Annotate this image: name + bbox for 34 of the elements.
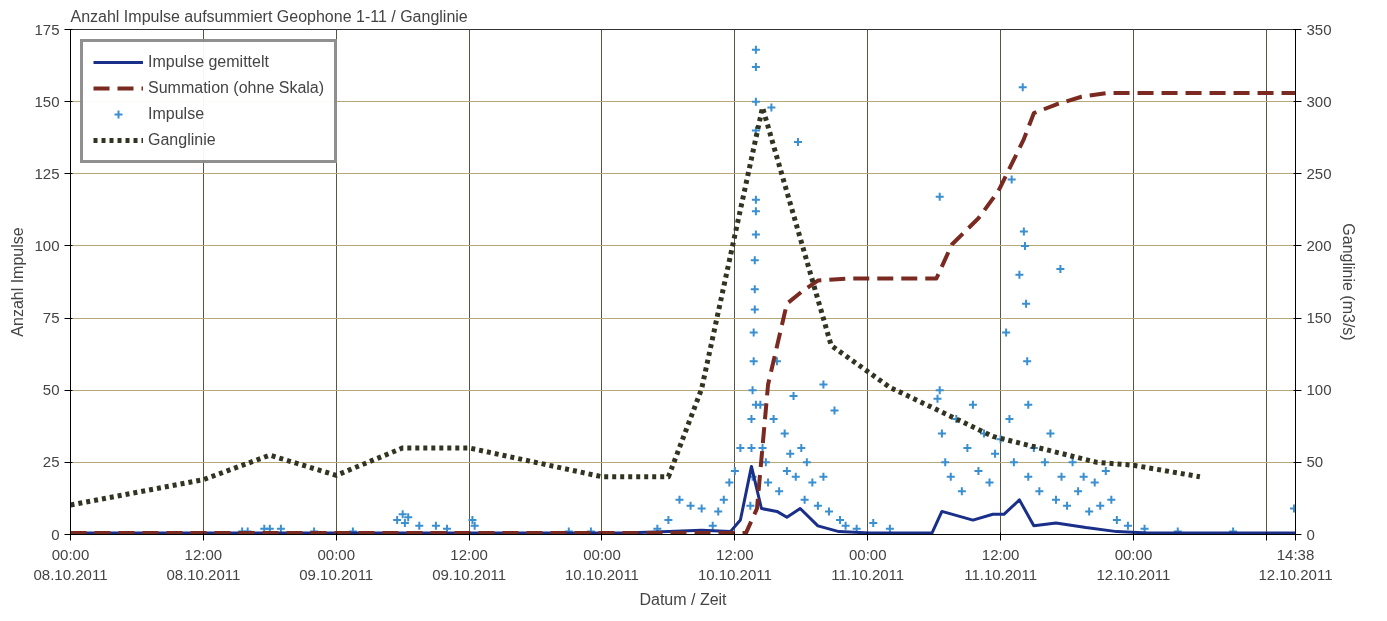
- x-tick-label: 00:00 10.10.2011: [565, 545, 639, 583]
- y-axis-title: Anzahl Impulse: [9, 227, 27, 337]
- y2-tick-label: 350: [1306, 20, 1332, 38]
- legend-label: Summation (ohne Skala): [148, 79, 325, 97]
- y-tick-label: 0: [51, 525, 60, 543]
- y-tick-label: 50: [42, 381, 60, 399]
- legend-label: Ganglinie: [148, 131, 216, 149]
- y-tick-label: 75: [42, 309, 60, 327]
- y2-tick-label: 250: [1306, 164, 1332, 182]
- y2-tick-label: 100: [1306, 381, 1332, 399]
- chart-title: Anzahl Impulse aufsummiert Geophone 1-11 / Ganglinie: [70, 7, 468, 25]
- x-tick-label: 12:00 09.10.2011: [432, 545, 507, 583]
- y2-tick-label: 300: [1306, 92, 1332, 110]
- x-tick-label: 14:38 12.10.2011: [1258, 545, 1333, 583]
- y-tick-label: 125: [34, 164, 60, 182]
- x-tick-label: 12:00 10.10.2011: [697, 545, 772, 583]
- legend-label: Impulse: [148, 105, 205, 123]
- x-axis-title: Datum / Zeit: [639, 590, 728, 608]
- x-tick-label: 00:00 08.10.2011: [33, 545, 108, 583]
- y-tick-label: 100: [34, 236, 60, 254]
- y-tick-label: 25: [42, 453, 60, 471]
- x-tick-label: 12:00 11.10.2011: [964, 545, 1038, 583]
- y2-tick-label: 0: [1306, 525, 1315, 543]
- y-tick-label: 175: [34, 20, 60, 38]
- x-tick-label: 00:00 09.10.2011: [299, 545, 374, 583]
- y2-tick-label: 50: [1306, 453, 1324, 471]
- y2-tick-label: 150: [1306, 309, 1332, 327]
- x-tick-label: 00:00 11.10.2011: [831, 545, 905, 583]
- y2-axis-title: Ganglinie (m3/s): [1339, 223, 1357, 341]
- legend-label: Impulse gemittelt: [148, 53, 269, 71]
- y-tick-label: 150: [34, 92, 60, 110]
- x-tick-label: 00:00 12.10.2011: [1096, 545, 1171, 583]
- x-tick-label: 12:00 08.10.2011: [166, 545, 241, 583]
- y2-tick-label: 200: [1306, 236, 1332, 254]
